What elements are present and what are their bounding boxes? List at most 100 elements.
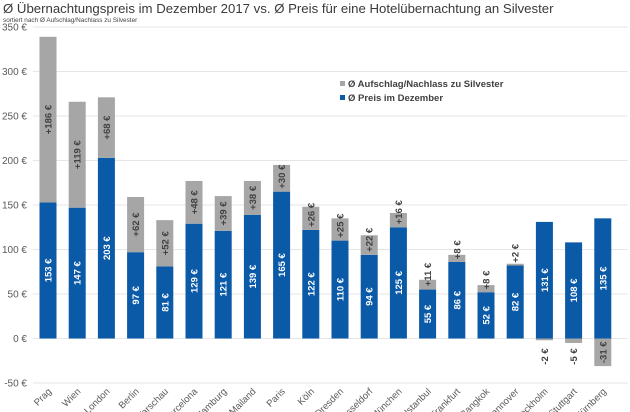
bar-delta [68,101,86,208]
y-tick-label: 350 € [2,23,27,34]
bar-delta [594,338,612,367]
legend: Ø Aufschlag/Nachlass zu Silvester Ø Prei… [340,79,504,104]
data-label-delta: +25 € [336,213,347,238]
data-label-december: 86 € [452,290,463,309]
x-tick-label: Paris [265,386,288,409]
x-tick-label: München [369,386,404,412]
bar-december [243,214,261,339]
legend-swatch-delta [340,81,345,86]
bar-december [185,223,203,339]
x-axis-labels: Prag Wien London BerlinWarschauBarcelonaHam… [32,386,609,412]
data-label-december: 94 € [365,287,376,306]
data-label-december: 135 € [598,266,609,290]
bar-december [68,207,86,339]
bar-delta [214,196,232,231]
bar-delta [419,279,437,290]
y-tick-label: 50 € [8,290,28,301]
data-label-december: 153 € [44,258,55,282]
data-label-december: 121 € [219,272,230,296]
data-label-delta: +186 € [44,104,55,134]
x-tick-label: Wien [60,386,83,409]
bar-delta [185,180,203,224]
data-label-delta: +2 € [511,243,522,262]
bar-delta [156,220,174,267]
data-label-december: 125 € [394,270,405,294]
data-label-december: 81 € [160,292,171,311]
x-tick-label: Nürnberg [573,386,609,412]
data-label-delta: +26 € [306,202,317,227]
data-label-december: 97 € [131,285,142,304]
data-label-december: 203 € [102,236,113,260]
data-label-delta: +62 € [131,212,142,237]
y-tick-label: -50 € [4,379,27,390]
x-tick-label: Mailand [227,386,258,412]
bar-december [273,191,291,339]
y-tick-label: 100 € [2,245,27,256]
x-tick-label: Hannover [484,386,521,412]
legend-label-delta: Ø Aufschlag/Nachlass zu Silvester [348,79,504,90]
bar-december [448,261,466,339]
data-label-december: 52 € [482,305,493,324]
x-tick-label: Stuttgart [547,386,580,412]
bar-december [127,252,145,339]
bar-december [389,227,407,339]
bar-december [360,254,378,339]
bar-delta [389,213,407,228]
bar-delta [97,97,115,158]
data-label-delta: -5 € [569,348,580,365]
x-tick-label: Barcelona [162,386,201,412]
data-label-december: 55 € [423,304,434,323]
x-tick-label: Hamburg [194,386,229,412]
bar-december [565,242,583,339]
data-label-delta: +52 € [160,231,171,256]
bar-delta [127,196,145,253]
legend-label-december: Ø Preis im Dezember [348,93,443,104]
bar-delta [39,36,57,203]
bar-december [506,265,524,339]
bar-december [214,230,232,339]
data-label-delta: +38 € [248,185,259,210]
data-label-delta: +8 € [452,240,463,259]
data-label-december: 82 € [511,292,522,311]
data-label-december: 122 € [306,272,317,296]
bar-delta [243,180,261,215]
data-label-december: 165 € [277,252,288,276]
data-label-delta: +11 € [423,262,434,286]
data-label-delta: -2 € [540,348,551,365]
y-tick-label: 150 € [2,201,27,212]
x-tick-label: Warschau [133,386,171,412]
bar-december [594,218,612,339]
x-tick-label: Istanbul [402,386,433,412]
data-label-delta: +22 € [365,227,376,252]
bar-december [156,266,174,339]
data-label-december: 139 € [248,264,259,288]
y-axis-labels: -50 € 0 € 50 € 100 € 150 € 200 € 250 € 300 € 350… [2,23,27,390]
bar-delta [331,218,349,241]
x-tick-label: Berlin [117,386,142,411]
chart-subtitle: sortiert nach Ø Aufschlag/Nachlass zu Si… [3,17,138,24]
data-label-december: 108 € [569,278,580,302]
data-label-delta: +30 € [277,164,288,189]
bar-delta [477,285,495,293]
legend-swatch-december [340,95,345,100]
y-tick-label: 0 € [13,334,27,345]
x-tick-label: Frankfurt [428,386,463,412]
chart-title: Ø Übernachtungspreis im Dezember 2017 vs… [3,1,554,16]
data-label-delta: +68 € [102,115,113,140]
x-tick-label: Köln [296,386,317,407]
bar-december [419,289,437,339]
bar-december [477,292,495,339]
bar-delta [360,235,378,255]
data-label-delta: -31 € [598,341,609,363]
bars [39,36,612,367]
bar-delta [273,164,291,192]
bar-december [331,240,349,339]
bar-delta [448,254,466,262]
bar-delta [302,206,320,230]
data-label-december: 147 € [73,260,84,284]
data-label-december: 129 € [190,268,201,292]
bar-december [302,229,320,339]
data-labels: 153 € +186 € 147 € +119 € 203 € +68 € 97 € +62 … [44,104,610,365]
bar-delta [535,338,553,341]
